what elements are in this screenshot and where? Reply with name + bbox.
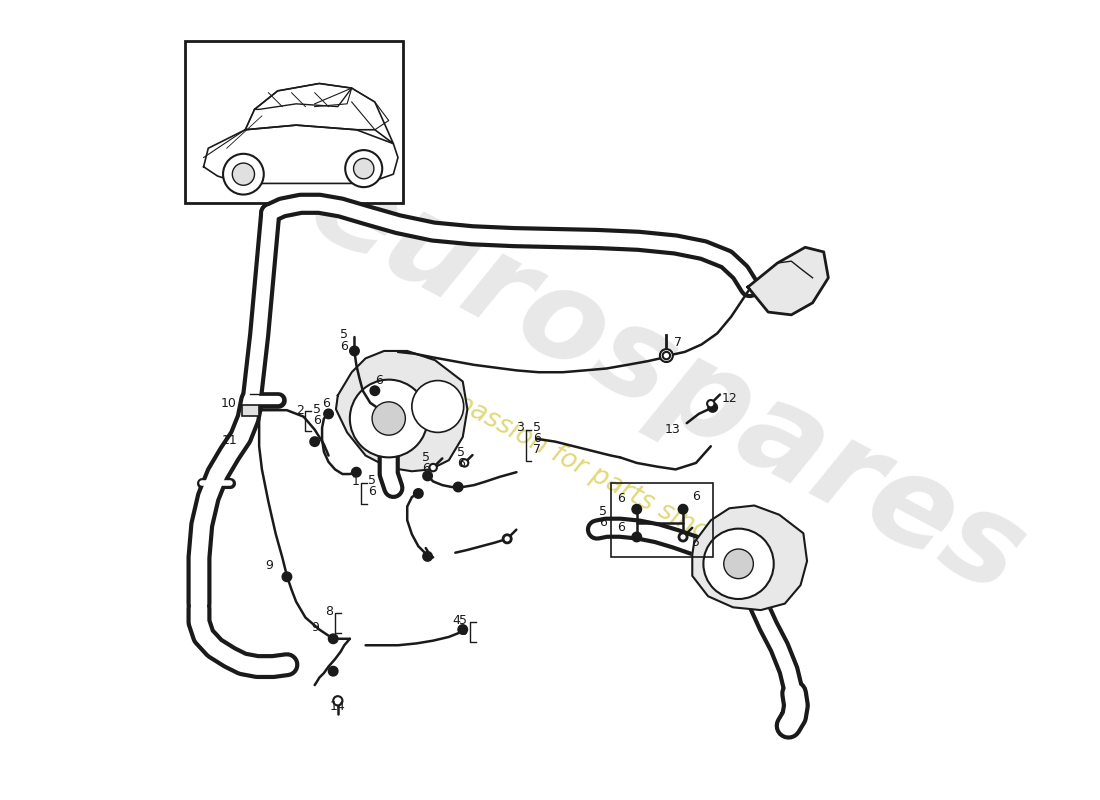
Text: 6: 6 bbox=[534, 432, 541, 445]
Text: 7: 7 bbox=[534, 442, 541, 456]
Circle shape bbox=[329, 634, 338, 643]
Text: 1: 1 bbox=[351, 475, 359, 488]
Text: 5: 5 bbox=[340, 328, 348, 341]
Text: 5: 5 bbox=[460, 614, 467, 627]
Text: 13: 13 bbox=[664, 423, 680, 436]
Circle shape bbox=[345, 150, 382, 187]
Circle shape bbox=[232, 163, 254, 186]
Circle shape bbox=[333, 696, 342, 706]
Text: 6: 6 bbox=[456, 457, 465, 470]
Circle shape bbox=[323, 410, 333, 418]
Text: 8: 8 bbox=[326, 605, 333, 618]
Circle shape bbox=[679, 532, 688, 542]
Circle shape bbox=[660, 349, 673, 362]
Circle shape bbox=[662, 351, 671, 360]
Text: 5: 5 bbox=[456, 446, 465, 458]
Polygon shape bbox=[336, 351, 468, 471]
Circle shape bbox=[283, 572, 292, 582]
Circle shape bbox=[503, 534, 512, 543]
Text: 9: 9 bbox=[311, 622, 319, 634]
Text: 11: 11 bbox=[221, 434, 236, 447]
Text: 6: 6 bbox=[617, 492, 625, 505]
Text: 5: 5 bbox=[368, 474, 376, 487]
Bar bbox=[185, 41, 403, 203]
Circle shape bbox=[414, 489, 424, 498]
Text: 9: 9 bbox=[265, 559, 273, 572]
Circle shape bbox=[679, 505, 688, 514]
Text: 6: 6 bbox=[368, 486, 376, 498]
Polygon shape bbox=[245, 83, 394, 144]
Text: 3: 3 bbox=[516, 422, 524, 434]
Text: 6: 6 bbox=[421, 462, 430, 475]
Text: 6: 6 bbox=[617, 522, 625, 534]
Text: 6: 6 bbox=[460, 625, 467, 638]
Text: 6: 6 bbox=[692, 490, 701, 503]
Bar bbox=[242, 405, 260, 416]
Circle shape bbox=[424, 552, 432, 561]
Circle shape bbox=[329, 666, 338, 676]
Circle shape bbox=[708, 402, 717, 412]
Circle shape bbox=[352, 467, 361, 477]
Circle shape bbox=[223, 154, 264, 194]
Circle shape bbox=[707, 400, 715, 407]
Text: 6: 6 bbox=[600, 516, 607, 529]
Text: 6: 6 bbox=[375, 374, 384, 387]
Circle shape bbox=[458, 625, 468, 634]
Text: 5: 5 bbox=[534, 421, 541, 434]
Circle shape bbox=[662, 352, 670, 359]
Circle shape bbox=[680, 534, 686, 541]
Text: 5: 5 bbox=[421, 451, 430, 464]
Circle shape bbox=[453, 482, 463, 492]
Circle shape bbox=[310, 437, 319, 446]
Circle shape bbox=[504, 535, 510, 542]
Polygon shape bbox=[204, 125, 398, 183]
Text: 5: 5 bbox=[312, 403, 321, 416]
Circle shape bbox=[724, 549, 754, 578]
Circle shape bbox=[661, 350, 672, 361]
Text: 5: 5 bbox=[692, 536, 701, 550]
Circle shape bbox=[703, 529, 773, 599]
Text: 5: 5 bbox=[600, 505, 607, 518]
Circle shape bbox=[429, 464, 437, 471]
Circle shape bbox=[353, 158, 374, 179]
Circle shape bbox=[424, 471, 432, 481]
Polygon shape bbox=[692, 506, 807, 610]
Polygon shape bbox=[748, 247, 828, 315]
Text: 10: 10 bbox=[221, 398, 236, 410]
Text: a passion for parts since 1985: a passion for parts since 1985 bbox=[429, 378, 793, 588]
Text: 6: 6 bbox=[312, 414, 321, 427]
Circle shape bbox=[350, 346, 359, 355]
Text: eurospares: eurospares bbox=[289, 142, 1044, 621]
Circle shape bbox=[461, 459, 469, 466]
Circle shape bbox=[372, 402, 406, 435]
Text: 2: 2 bbox=[296, 404, 304, 417]
Circle shape bbox=[632, 505, 641, 514]
Text: 12: 12 bbox=[722, 392, 738, 405]
Text: 4: 4 bbox=[452, 614, 460, 627]
Circle shape bbox=[371, 386, 380, 395]
Bar bbox=[610, 483, 713, 558]
Text: 14: 14 bbox=[330, 700, 345, 713]
Text: 6: 6 bbox=[340, 340, 348, 353]
Circle shape bbox=[411, 381, 464, 432]
Text: 6: 6 bbox=[322, 398, 330, 410]
Circle shape bbox=[350, 380, 428, 458]
Circle shape bbox=[632, 532, 641, 542]
Text: 7: 7 bbox=[674, 336, 682, 350]
